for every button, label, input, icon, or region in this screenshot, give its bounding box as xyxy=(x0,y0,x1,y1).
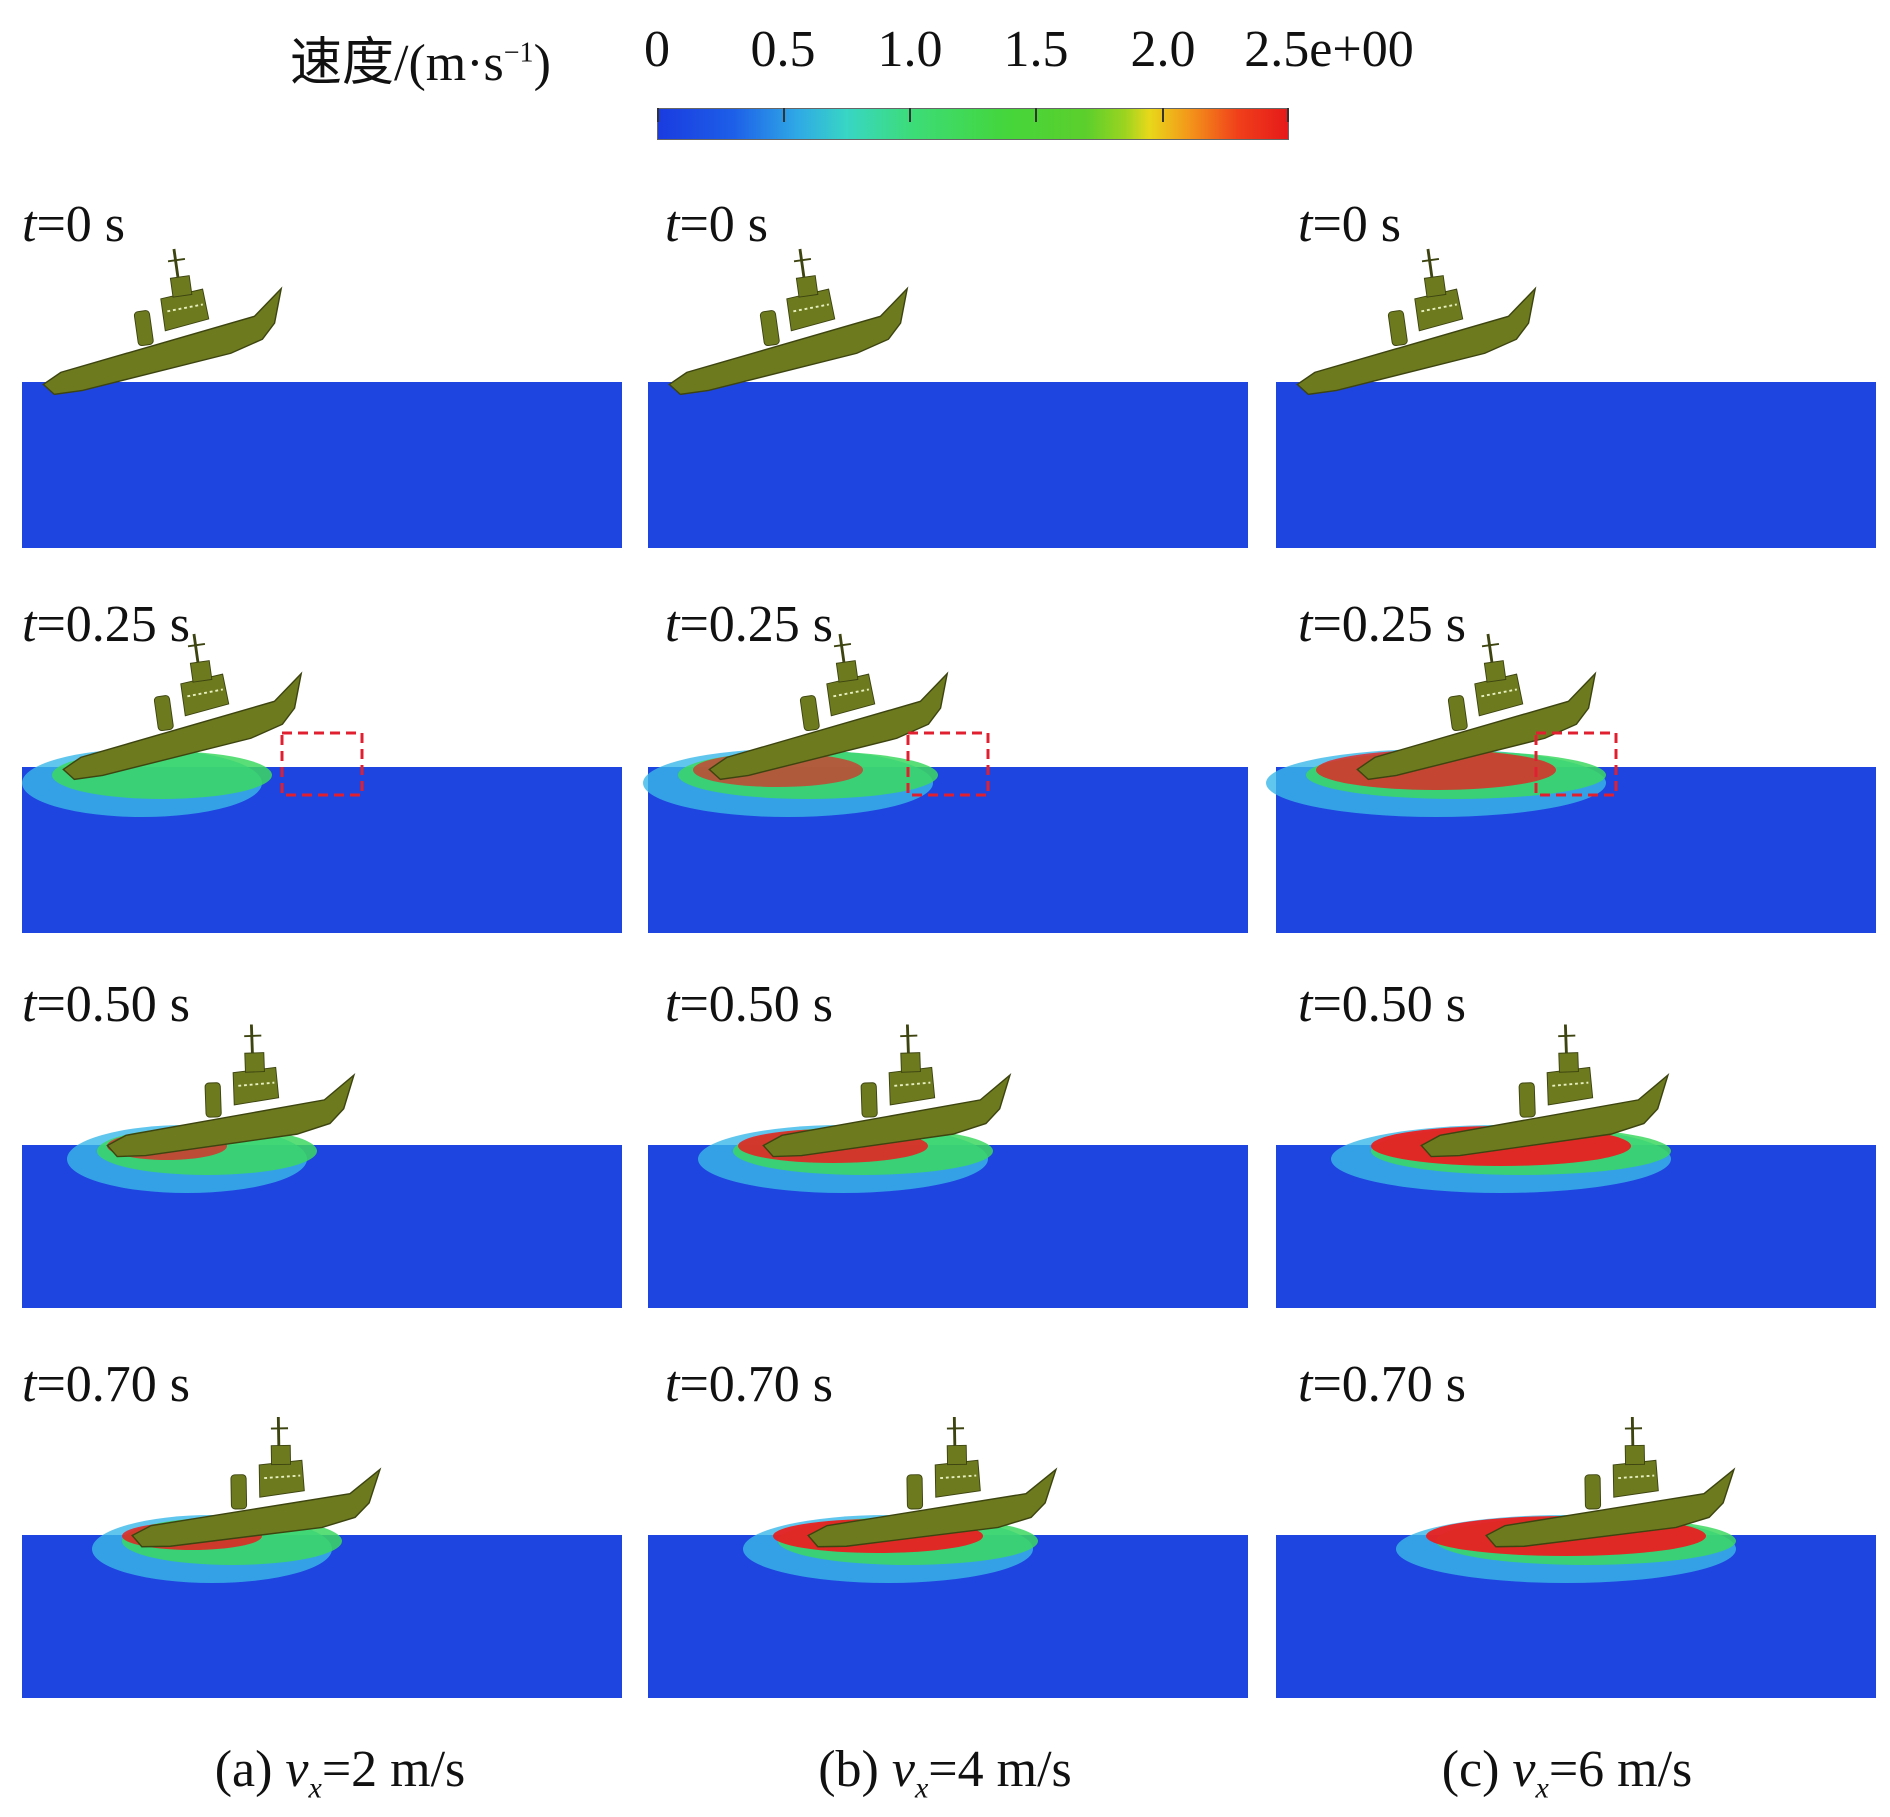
colorbar-tick-label: 0 xyxy=(644,21,670,78)
time-label: t=0 s xyxy=(665,196,769,253)
simulation-panel xyxy=(648,1020,1248,1308)
colorbar-tick-label: 1.0 xyxy=(877,21,943,78)
highlight-box xyxy=(280,731,364,797)
ship xyxy=(131,1417,382,1548)
colorbar-tick-label: 2.5e+00 xyxy=(1244,21,1414,78)
time-label: t=0.70 s xyxy=(22,1356,191,1413)
colorbar-tick xyxy=(1035,108,1037,122)
time-label: t=0.70 s xyxy=(1298,1356,1467,1413)
time-label: t=0.25 s xyxy=(665,596,834,653)
simulation-panel xyxy=(1276,1020,1876,1308)
colorbar-tick-label: 0.5 xyxy=(750,21,816,78)
colorbar-tick-label: 2.0 xyxy=(1130,21,1196,78)
water-body xyxy=(1276,382,1876,548)
caption-a: (a) vx=2 m/s xyxy=(214,1741,466,1805)
colorbar-tick xyxy=(1162,108,1164,122)
colorbar-title-close: ) xyxy=(533,35,551,92)
colorbar-tick-label: 1.5 xyxy=(1003,21,1069,78)
simulation-panel xyxy=(648,248,1248,548)
simulation-panel xyxy=(1276,248,1876,548)
ship xyxy=(62,633,303,781)
highlight-box xyxy=(906,731,990,797)
simulation-panel xyxy=(1266,633,1876,933)
simulation-panel xyxy=(22,248,622,548)
colorbar-tick xyxy=(909,108,911,122)
colorbar-title-sup: −1 xyxy=(503,37,534,69)
time-label: t=0.50 s xyxy=(1298,976,1467,1033)
colorbar-tick xyxy=(783,108,785,122)
time-label: t=0 s xyxy=(1298,196,1402,253)
ship xyxy=(762,1024,1012,1158)
time-label: t=0.25 s xyxy=(22,596,191,653)
colorbar-gradient xyxy=(657,108,1289,140)
simulation-panel xyxy=(22,1410,622,1698)
ship xyxy=(807,1417,1058,1548)
simulation-panel xyxy=(643,633,1248,933)
time-label: t=0 s xyxy=(22,196,126,253)
simulation-panel xyxy=(22,633,622,933)
caption-c: (c) vx=6 m/s xyxy=(1441,1741,1693,1805)
colorbar-tick xyxy=(657,108,659,122)
time-label: t=0.70 s xyxy=(665,1356,834,1413)
ship xyxy=(1485,1417,1736,1548)
highlight-box xyxy=(1534,731,1618,797)
colorbar-tick xyxy=(1287,108,1289,122)
ship xyxy=(106,1024,356,1158)
water-body xyxy=(22,382,622,548)
ship xyxy=(1296,248,1537,396)
time-label: t=0.50 s xyxy=(22,976,191,1033)
time-label: t=0.50 s xyxy=(665,976,834,1033)
water-body xyxy=(648,382,1248,548)
colorbar-title-main: 速度/(m·s xyxy=(290,35,504,92)
ship xyxy=(1420,1024,1670,1158)
colorbar-title: 速度/(m·s−1) xyxy=(290,20,551,95)
ship xyxy=(708,633,949,781)
simulation-panel xyxy=(648,1410,1248,1698)
simulation-panel xyxy=(22,1020,622,1308)
time-label: t=0.25 s xyxy=(1298,596,1467,653)
ship xyxy=(42,248,283,396)
caption-b: (b) vx=4 m/s xyxy=(818,1741,1072,1805)
ship xyxy=(1356,633,1597,781)
simulation-panel xyxy=(1276,1410,1876,1698)
ship xyxy=(668,248,909,396)
